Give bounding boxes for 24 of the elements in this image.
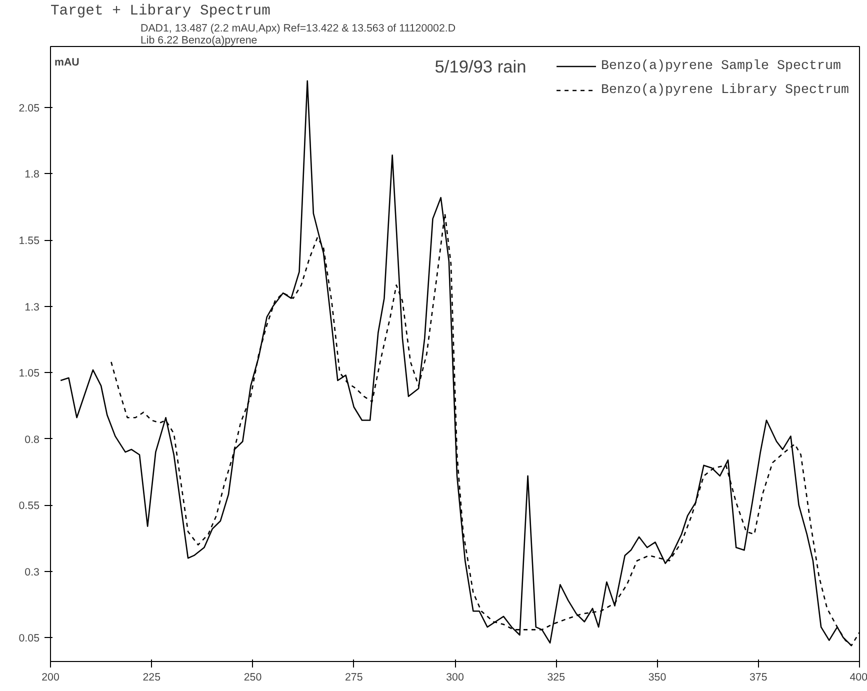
x-tick-label: 200 bbox=[42, 672, 60, 684]
y-axis-title: mAU bbox=[54, 56, 80, 68]
y-tick-label: 1.55 bbox=[18, 235, 40, 248]
legend-label: Benzo(a)pyrene Library Spectrum bbox=[601, 82, 849, 98]
x-tick-label: 350 bbox=[648, 672, 666, 684]
x-tick-label: 275 bbox=[344, 672, 363, 684]
x-tick-label: 375 bbox=[749, 672, 768, 684]
y-tick-label: 1.8 bbox=[24, 168, 40, 181]
x-tick-label: 400 bbox=[850, 672, 867, 684]
x-tick-label: 250 bbox=[244, 672, 262, 684]
chart-subtitle: DAD1, 13.487 (2.2 mAU,Apx) Ref=13.422 & 13.563 of 11120002.D Lib 6.22 Benzo(a)pyrene bbox=[140, 22, 456, 46]
y-tick-label: 2.05 bbox=[18, 102, 40, 114]
annotation: 5/19/93 rain bbox=[434, 56, 526, 76]
y-tick-label: 1.3 bbox=[24, 301, 40, 314]
chart-title: Target + Library Spectrum bbox=[50, 4, 271, 20]
x-tick-label: 225 bbox=[142, 672, 161, 684]
y-tick-label: 0.8 bbox=[24, 434, 40, 446]
x-tick-label: 325 bbox=[547, 672, 566, 684]
y-tick-label: 0.55 bbox=[18, 500, 40, 512]
legend-label: Benzo(a)pyrene Sample Spectrum bbox=[601, 58, 841, 74]
y-tick-label: 1.05 bbox=[18, 368, 40, 380]
x-tick-label: 300 bbox=[446, 672, 464, 684]
y-tick-label: 0.05 bbox=[18, 632, 40, 645]
y-tick-label: 0.3 bbox=[24, 566, 40, 578]
